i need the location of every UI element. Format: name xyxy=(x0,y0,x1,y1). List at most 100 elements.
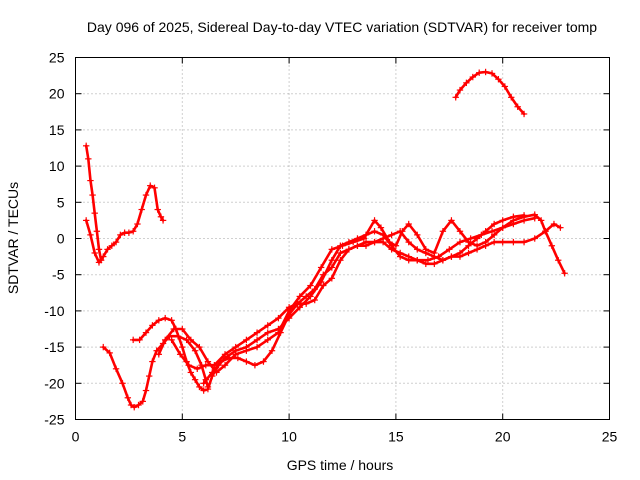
data-point xyxy=(555,257,562,264)
data-point xyxy=(414,257,421,264)
data-point xyxy=(179,325,186,333)
data-point xyxy=(142,387,150,394)
data-point xyxy=(345,246,353,253)
data-point xyxy=(194,365,201,373)
data-point xyxy=(302,300,310,307)
data-point xyxy=(147,182,154,189)
series-arc-6 xyxy=(168,212,528,373)
data-point xyxy=(499,238,506,246)
data-point xyxy=(139,398,146,405)
data-point xyxy=(520,212,528,219)
data-point xyxy=(537,217,545,224)
data-point xyxy=(243,358,250,365)
data-point xyxy=(159,217,167,224)
y-tick-label: 5 xyxy=(57,194,65,210)
data-point xyxy=(476,69,483,76)
data-point xyxy=(386,238,393,246)
data-point xyxy=(157,213,165,220)
data-point xyxy=(339,242,346,249)
data-point xyxy=(127,401,135,409)
data-point xyxy=(320,271,327,278)
y-tick-label: -15 xyxy=(44,339,64,355)
data-point xyxy=(87,231,94,239)
series-line xyxy=(202,222,562,385)
data-point xyxy=(82,142,90,150)
data-point xyxy=(388,246,395,253)
data-point xyxy=(542,228,549,235)
data-point xyxy=(396,249,404,257)
data-point xyxy=(456,86,464,94)
y-axis-label: SDTVAR / TECUs xyxy=(5,182,21,294)
data-point xyxy=(142,191,150,199)
data-point xyxy=(379,238,387,246)
data-point xyxy=(520,238,528,246)
data-point xyxy=(217,358,224,365)
data-point xyxy=(187,336,195,344)
data-point xyxy=(95,246,103,253)
data-point xyxy=(243,347,250,354)
x-tick-label: 10 xyxy=(281,429,297,445)
data-point xyxy=(311,285,318,293)
data-point xyxy=(142,329,150,336)
data-point xyxy=(548,242,556,249)
data-point xyxy=(264,322,271,329)
data-point xyxy=(414,231,421,239)
y-tick-label: -10 xyxy=(44,303,64,319)
y-tick-label: -25 xyxy=(44,412,64,428)
data-point xyxy=(473,235,481,242)
data-point xyxy=(296,304,303,311)
data-point xyxy=(232,351,239,358)
data-point xyxy=(138,206,145,213)
data-point xyxy=(328,264,336,271)
x-tick-label: 25 xyxy=(602,429,618,445)
series-line xyxy=(84,184,165,264)
data-point xyxy=(117,231,124,239)
data-point xyxy=(424,257,432,264)
data-point xyxy=(337,249,344,257)
data-point xyxy=(112,365,120,373)
data-point xyxy=(482,68,489,76)
data-point xyxy=(495,76,502,83)
grid-lines xyxy=(75,57,610,420)
data-point xyxy=(439,257,447,264)
data-point xyxy=(253,343,261,351)
data-point xyxy=(100,343,107,351)
data-point xyxy=(362,242,370,249)
data-point xyxy=(531,235,538,242)
data-point xyxy=(328,246,336,253)
data-point xyxy=(488,228,496,235)
data-point xyxy=(431,253,438,260)
data-point xyxy=(337,257,344,264)
x-tick-label: 5 xyxy=(178,429,186,445)
data-point xyxy=(431,260,438,268)
data-point xyxy=(439,228,447,235)
data-point xyxy=(405,220,412,228)
data-point xyxy=(251,362,259,369)
axis-ticks: 0 5 10 15 20 25 -25 -20 -15 -10 -5 0 5 10 15 20 25 xyxy=(44,50,617,445)
data-point xyxy=(448,217,455,224)
data-point xyxy=(467,235,474,242)
data-point xyxy=(168,336,175,344)
data-point xyxy=(234,354,242,362)
data-point xyxy=(499,217,506,224)
data-point xyxy=(302,293,310,300)
data-point xyxy=(112,238,120,246)
data-point xyxy=(135,401,142,409)
data-point xyxy=(320,282,327,289)
data-point xyxy=(452,94,459,101)
data-point xyxy=(354,242,361,249)
data-point xyxy=(296,293,303,300)
x-tick-label: 20 xyxy=(495,429,511,445)
data-point xyxy=(264,329,271,336)
data-point xyxy=(149,322,156,329)
data-point xyxy=(100,253,107,260)
y-tick-label: 10 xyxy=(49,158,65,174)
data-point xyxy=(499,224,506,231)
data-point xyxy=(125,229,133,236)
data-point xyxy=(275,314,282,322)
data-point xyxy=(360,235,368,242)
data-point xyxy=(490,231,498,239)
data-point xyxy=(82,217,90,224)
data-point xyxy=(405,238,412,246)
data-point xyxy=(155,317,163,324)
